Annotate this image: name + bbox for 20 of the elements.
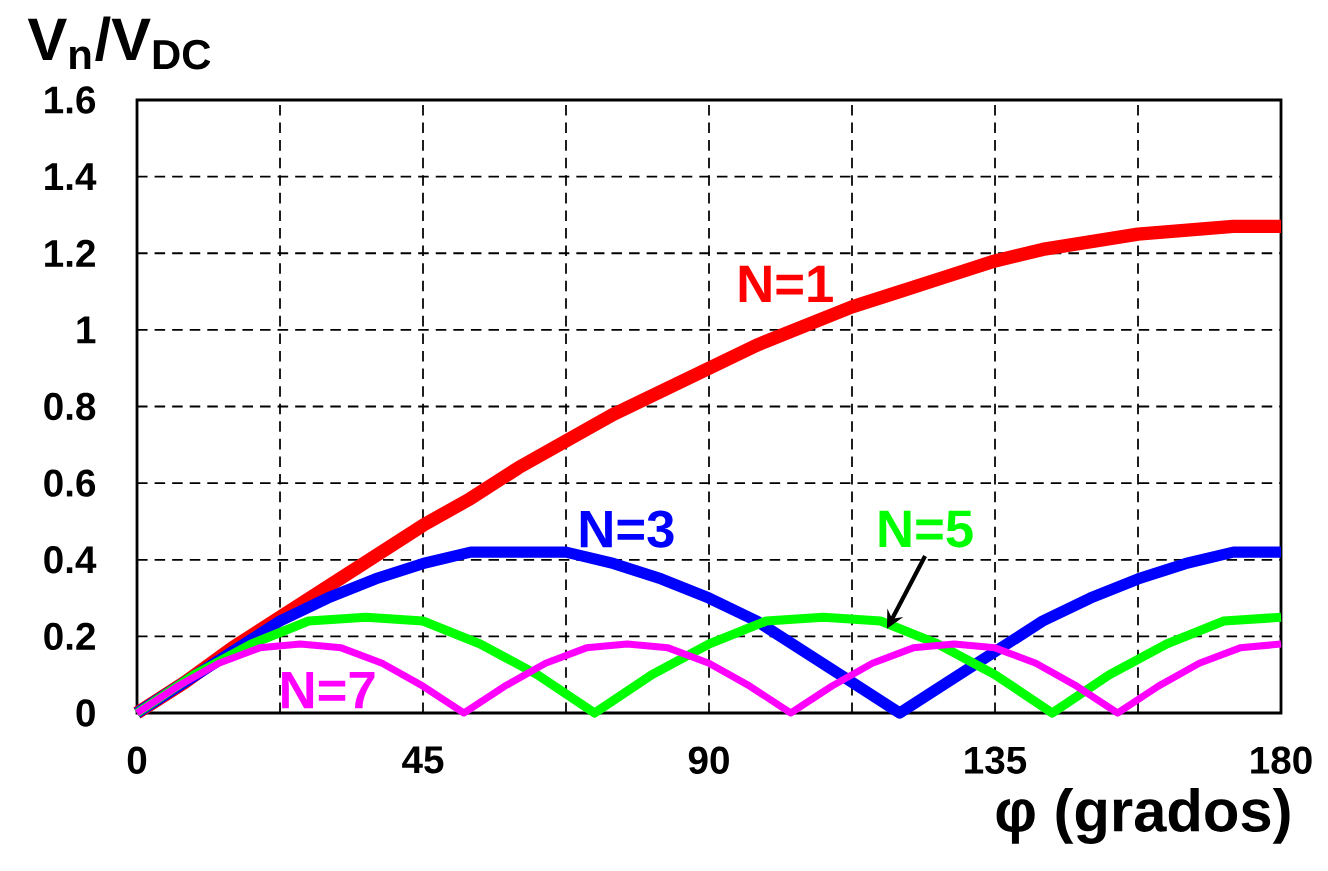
series-label: N=3 (580, 510, 674, 548)
x-axis-title: φ (grados) (996, 788, 1290, 844)
x-tick-label: 180 (1251, 746, 1312, 774)
y-tick-label: 0.4 (44, 546, 97, 574)
y-tick-label: 1.2 (45, 239, 95, 267)
x-tick-label: 45 (402, 746, 444, 774)
series-label: N=5 (879, 510, 973, 548)
y-axis-title: V$_{n}$/V$_{DC}$ (27, 16, 211, 70)
y-tick-label: 1 (77, 316, 96, 344)
x-tick-label: 90 (688, 746, 729, 774)
y-tick-label: 0.2 (44, 622, 95, 651)
y-tick-label: 0.8 (44, 392, 96, 421)
x-tick-label: 0 (127, 746, 147, 774)
y-tick-label: 1.4 (45, 163, 97, 190)
y-tick-label: 0 (76, 699, 95, 727)
y-tick-label: 0.6 (44, 469, 96, 497)
x-tick-label: 135 (965, 746, 1027, 774)
series-label: N=7 (282, 671, 375, 709)
series-label: N=1 (739, 265, 833, 303)
y-tick-label: 1.6 (45, 86, 96, 114)
